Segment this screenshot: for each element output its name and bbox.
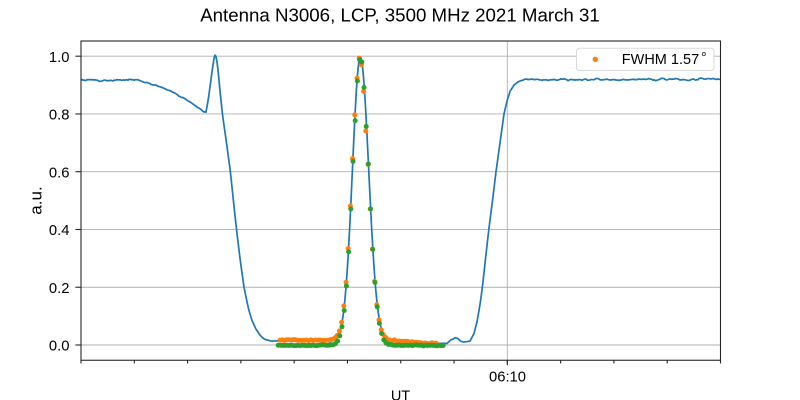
- svg-text:UT: UT: [391, 388, 410, 400]
- svg-text:1.0: 1.0: [49, 50, 70, 66]
- svg-text:06:10: 06:10: [489, 369, 526, 385]
- svg-text:Antenna N3006, LCP, 3500 MHz 2: Antenna N3006, LCP, 3500 MHz 2021 March …: [200, 5, 600, 26]
- svg-text:FWHM 1.57: FWHM 1.57: [622, 52, 699, 68]
- svg-text:0.2: 0.2: [49, 281, 70, 297]
- svg-text:0.4: 0.4: [49, 223, 70, 239]
- svg-text:a.u.: a.u.: [27, 186, 46, 214]
- svg-text:0.8: 0.8: [49, 108, 70, 124]
- svg-text:0.6: 0.6: [49, 165, 70, 181]
- svg-text:0.0: 0.0: [49, 339, 70, 355]
